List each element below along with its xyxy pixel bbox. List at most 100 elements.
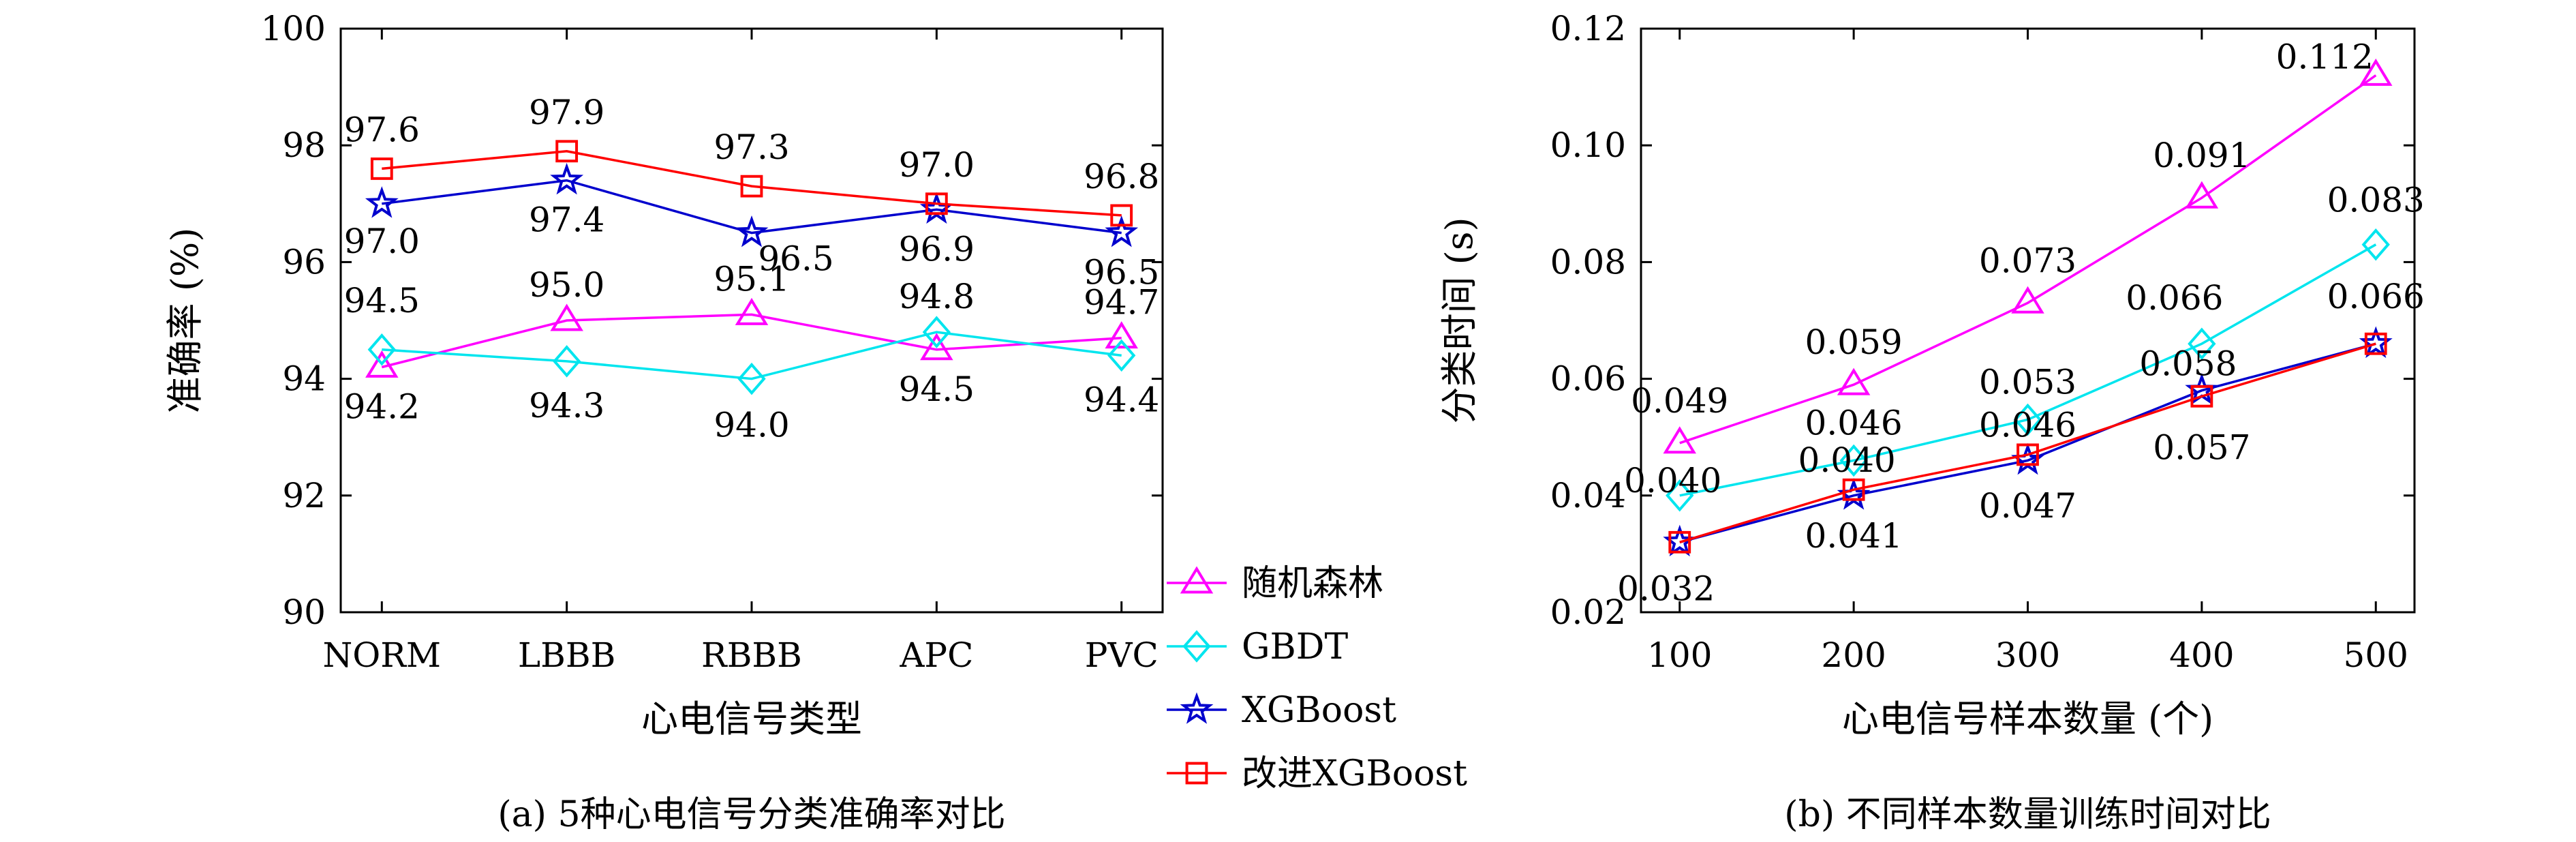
legend-marker-1 — [1182, 630, 1211, 663]
series-line-1 — [382, 331, 1122, 380]
data-label: 95.0 — [529, 265, 604, 305]
x-tick-label: NORM — [323, 635, 442, 675]
data-point-s0-3 — [2185, 181, 2219, 209]
series-line-0 — [1679, 74, 2377, 445]
data-point-s3-2 — [2017, 443, 2039, 466]
data-label: 94.2 — [344, 387, 420, 426]
data-label: 94.8 — [899, 277, 975, 316]
data-label: 0.040 — [1798, 440, 1896, 480]
data-point-s1-1 — [1839, 444, 1868, 477]
data-label: 96.8 — [1084, 157, 1159, 196]
data-point-s3-3 — [2190, 385, 2213, 408]
data-point-s0-2 — [2011, 286, 2044, 314]
x-tick-label: APC — [899, 635, 973, 675]
data-point-s1-4 — [1107, 339, 1136, 372]
data-point-s0-4 — [1105, 321, 1138, 349]
data-point-s3-3 — [925, 192, 948, 215]
data-label: 95.1 — [714, 259, 789, 299]
y-axis-title: 分类时间 (s) — [1438, 217, 1481, 423]
series-line-3 — [1679, 342, 2376, 543]
x-tick-label: PVC — [1085, 635, 1159, 675]
data-label: 0.053 — [1979, 363, 2076, 402]
data-label: 96.5 — [1084, 253, 1159, 292]
data-point-s3-2 — [740, 175, 763, 198]
series-line-2 — [382, 179, 1122, 235]
data-label: 97.0 — [899, 145, 975, 185]
legend-marker-0 — [1180, 566, 1214, 594]
data-label: 97.6 — [344, 110, 420, 149]
legend-label: 改进XGBoost — [1242, 753, 1467, 794]
data-label: 97.3 — [714, 127, 789, 167]
data-point-s1-2 — [737, 362, 766, 395]
data-point-s2-1 — [550, 162, 584, 195]
series-line-1 — [1679, 243, 2377, 497]
y-axis-title: 准确率 (%) — [164, 228, 206, 414]
x-tick-label: 200 — [1821, 635, 1886, 675]
data-point-s0-0 — [365, 350, 399, 378]
legend-marker-3 — [1185, 762, 1208, 785]
legend-label: GBDT — [1242, 627, 1348, 667]
y-tick-label: 100 — [261, 9, 326, 48]
x-tick-label: RBBB — [701, 635, 802, 675]
data-label: 0.058 — [2139, 344, 2237, 384]
x-axis-title: 心电信号类型 — [641, 697, 862, 740]
data-label: 94.0 — [714, 406, 789, 445]
panel-caption: (b) 不同样本数量训练时间对比 — [1784, 794, 2271, 835]
x-tick-label: LBBB — [518, 635, 615, 675]
data-point-s0-0 — [1663, 426, 1697, 454]
y-tick-label: 90 — [282, 592, 326, 632]
data-point-s3-1 — [555, 140, 579, 163]
data-label: 0.059 — [1805, 322, 1903, 362]
data-point-s0-1 — [550, 303, 583, 331]
legend: 随机森林 GBDT XGBoost 改进XGBoost — [1167, 563, 1467, 794]
data-point-s2-0 — [365, 186, 399, 218]
y-tick-label: 0.12 — [1550, 9, 1626, 48]
y-tick-label: 0.02 — [1550, 592, 1626, 632]
data-label: 97.0 — [344, 222, 420, 261]
data-point-s0-3 — [920, 333, 953, 361]
data-label: 0.032 — [1617, 569, 1715, 608]
data-label: 96.9 — [899, 229, 975, 269]
y-tick-label: 0.08 — [1550, 242, 1626, 282]
data-point-s1-3 — [2188, 327, 2216, 360]
data-label: 94.5 — [899, 370, 975, 409]
legend-marker-2 — [1180, 692, 1214, 724]
data-label: 94.7 — [1084, 283, 1159, 322]
y-tick-label: 98 — [282, 125, 326, 165]
data-label: 97.9 — [529, 93, 604, 132]
data-label: 0.049 — [1631, 381, 1728, 421]
legend-label: 随机森林 — [1242, 563, 1383, 604]
data-label: 0.047 — [1979, 486, 2076, 526]
data-point-s1-1 — [552, 345, 581, 378]
legend-label: XGBoost — [1242, 690, 1396, 731]
x-tick-label: 400 — [2169, 635, 2234, 675]
data-label: 96.5 — [758, 239, 833, 279]
data-label: 0.066 — [2327, 277, 2425, 316]
data-label: 0.041 — [1805, 516, 1903, 556]
x-axis-title: 心电信号样本数量 (个) — [1842, 697, 2213, 740]
data-point-s1-0 — [367, 333, 396, 366]
data-point-s3-1 — [1842, 478, 1865, 501]
y-tick-label: 92 — [282, 476, 326, 515]
data-label: 0.057 — [2153, 427, 2250, 467]
panel-a: 90 92 94 96 98 100 NORM LBBB RBBB APC PVC 心电信号类型 准确率… — [164, 9, 1164, 835]
y-tick-label: 96 — [282, 242, 326, 282]
series-line-0 — [381, 313, 1122, 369]
data-point-s2-4 — [1105, 215, 1139, 247]
y-tick-label: 94 — [282, 359, 326, 399]
y-tick-label: 0.04 — [1550, 476, 1626, 515]
data-point-s0-2 — [735, 297, 769, 325]
data-point-s3-0 — [370, 157, 393, 180]
data-label: 0.091 — [2153, 136, 2250, 175]
data-point-s1-2 — [2013, 403, 2042, 436]
data-label: 0.066 — [2126, 278, 2223, 318]
data-label: 0.040 — [1624, 461, 1721, 500]
data-point-s0-4 — [2359, 58, 2393, 86]
series-line-3 — [382, 150, 1122, 217]
x-tick-label: 500 — [2344, 635, 2408, 675]
data-point-s0-1 — [1837, 367, 1871, 395]
y-tick-label: 0.10 — [1550, 125, 1626, 165]
data-label: 97.4 — [529, 200, 604, 240]
data-label: 0.112 — [2276, 37, 2374, 76]
